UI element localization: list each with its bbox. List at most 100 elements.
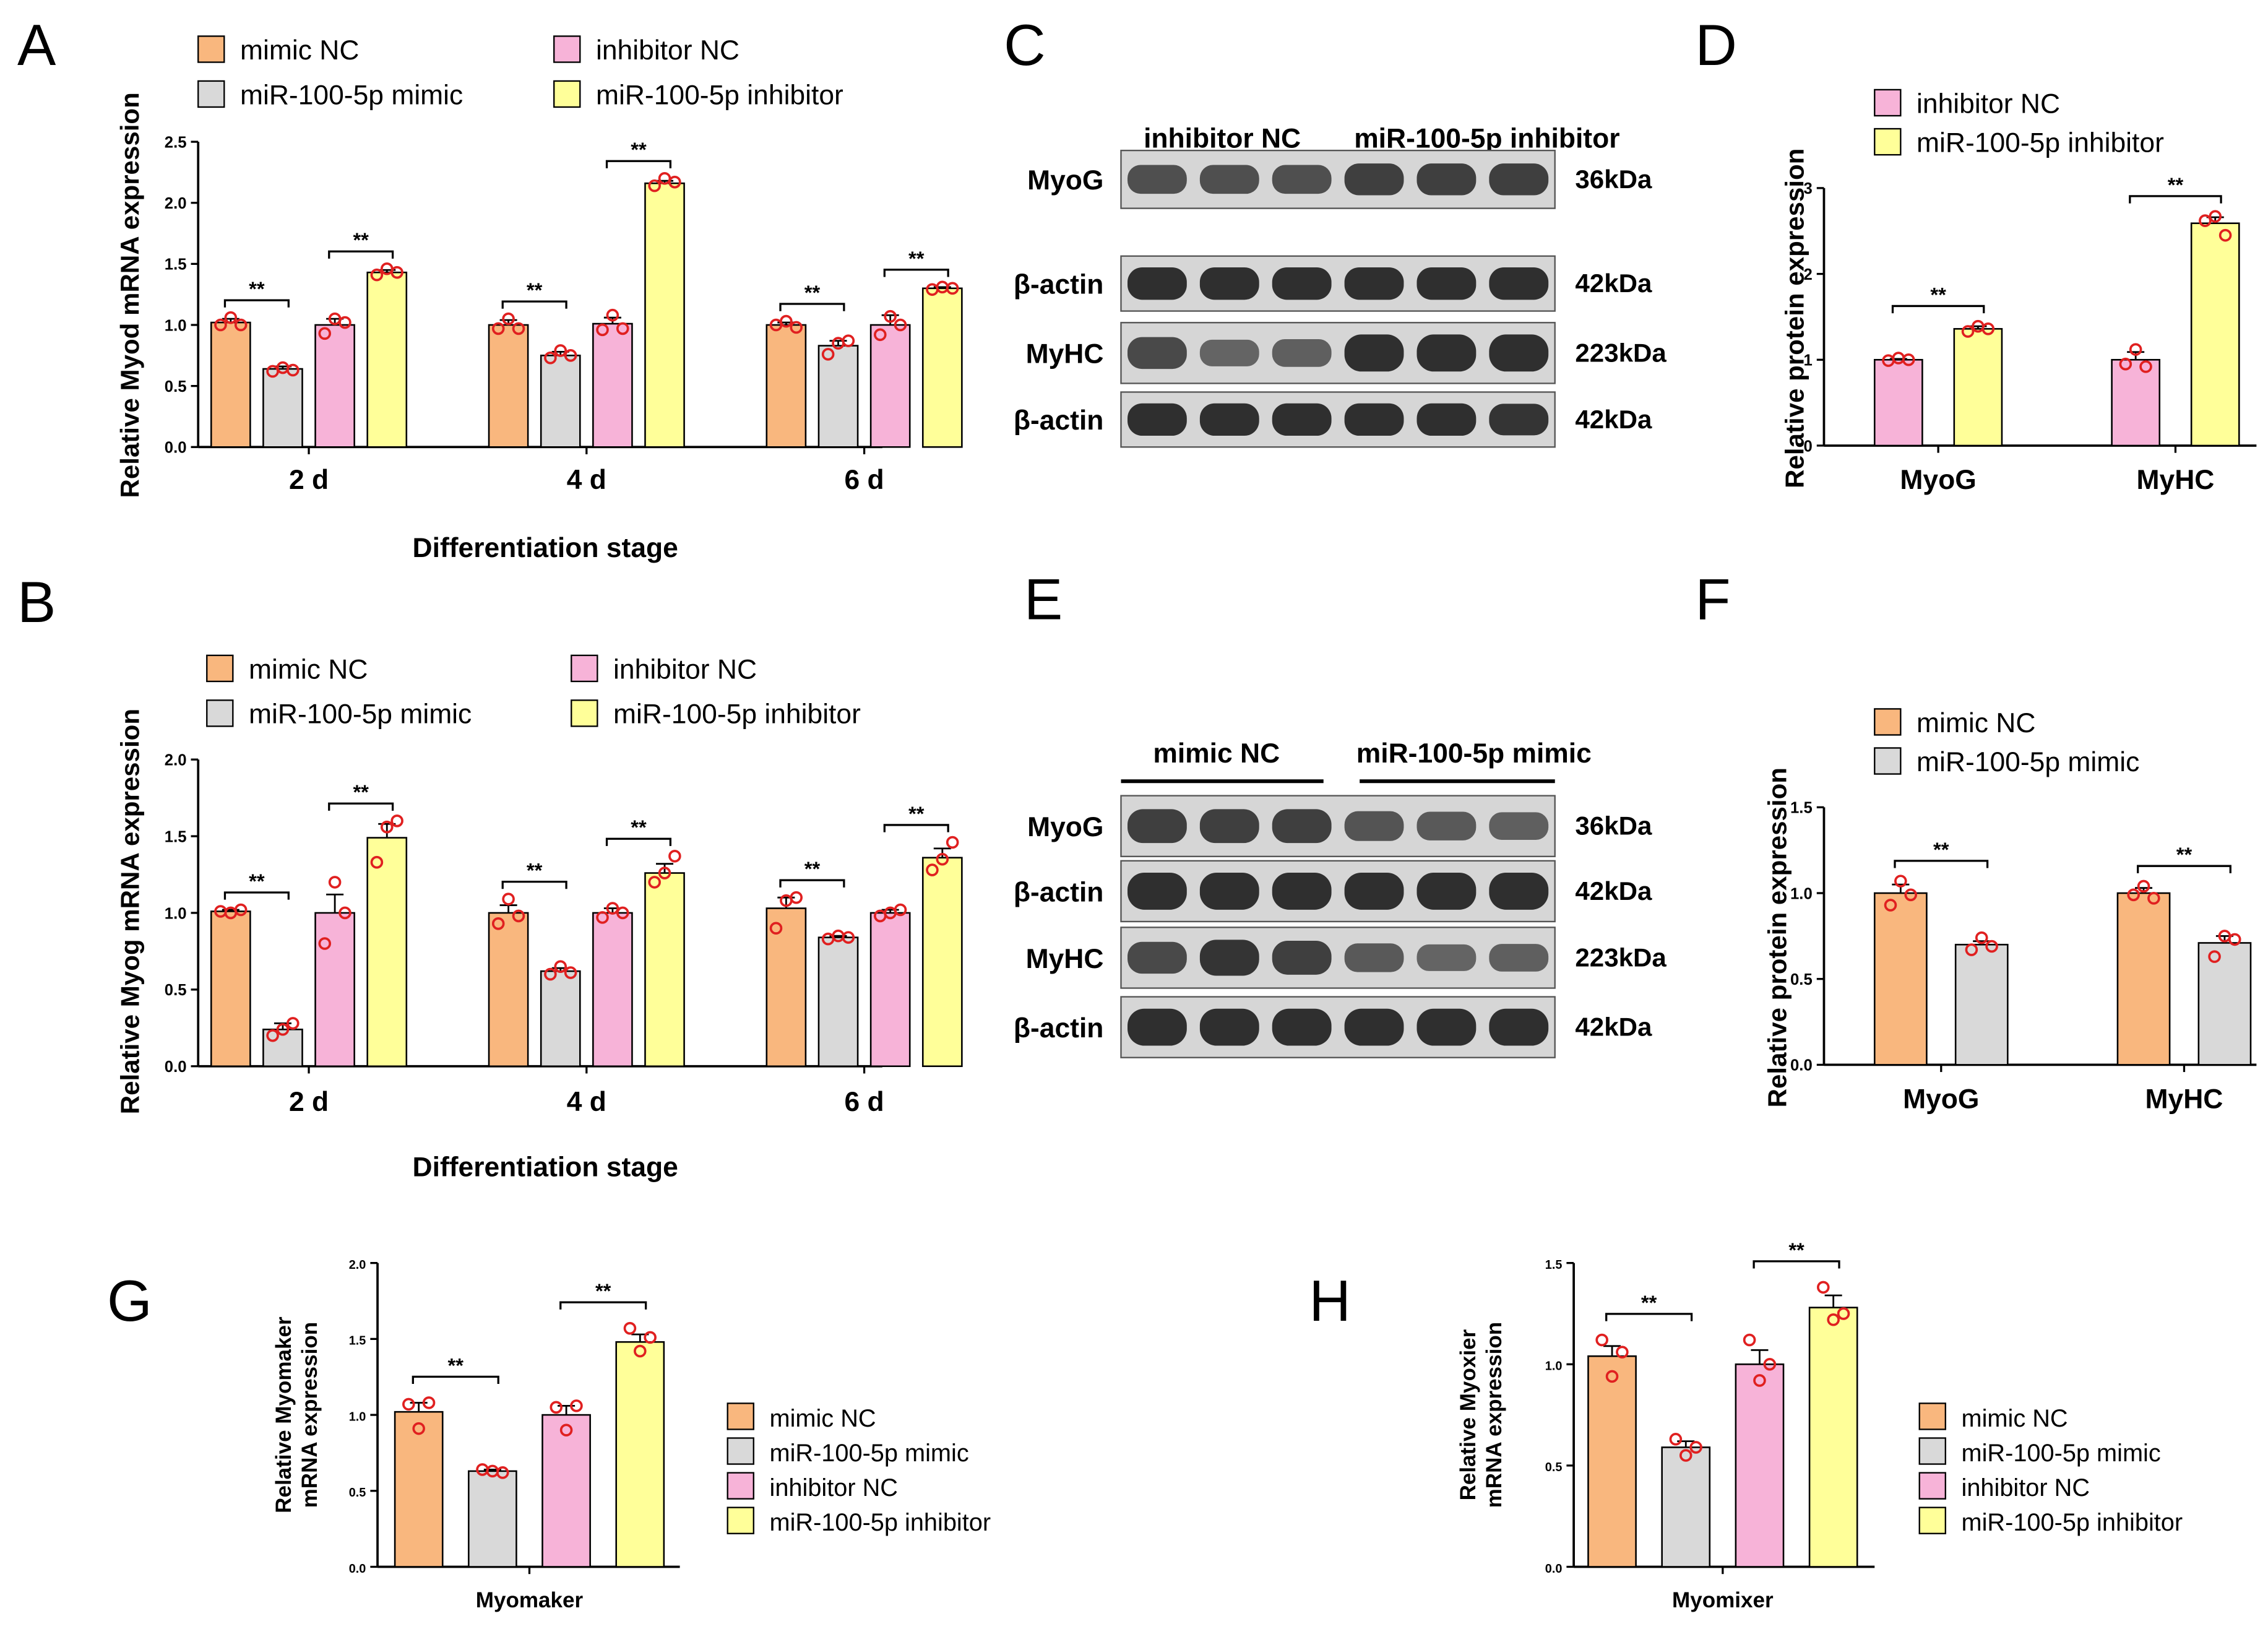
data-point-a	[491, 322, 505, 335]
legend-swatch-b-inhibitor-nc	[571, 654, 598, 683]
data-point-a	[287, 363, 300, 377]
bar-a-inhibitor-nc-0	[314, 324, 355, 448]
blot-band-e	[1272, 872, 1332, 910]
data-point-h	[1837, 1307, 1850, 1320]
blot-kda-label-c-1: 42kDa	[1575, 269, 1652, 298]
blot-band-c	[1489, 404, 1549, 436]
legend-swatch-h-mir-100-5p-mimic	[1918, 1437, 1946, 1465]
legend-label-f-mir-100-5p-mimic: miR-100-5p mimic	[1917, 747, 2139, 777]
x-axis-title-b: Differentiation stage	[413, 1152, 678, 1182]
data-point-a	[554, 344, 567, 357]
data-point-a	[596, 323, 609, 337]
y-tick-label-g: 2.0	[349, 1258, 366, 1272]
blot-row-label-e-actin: β-actin	[1014, 1013, 1104, 1044]
data-point-a	[668, 175, 681, 189]
significance-bracket-h	[1605, 1313, 1693, 1321]
data-point-a	[224, 311, 238, 324]
bar-a-mimic-nc-1	[488, 324, 529, 448]
data-point-b	[616, 906, 629, 920]
blot-band-c	[1272, 403, 1332, 436]
significance-mark-h: **	[1641, 1291, 1657, 1314]
legend-swatch-g-mir-100-5p-mimic	[727, 1437, 754, 1465]
data-point-b	[338, 906, 351, 920]
western-blot-c: inhibitor NC miR-100-5p inhibitor MyoG 36kD…	[1014, 123, 1667, 448]
significance-bracket-g	[559, 1301, 647, 1310]
blot-strip-c-actin-3	[1120, 391, 1556, 448]
data-point-g	[412, 1422, 425, 1435]
data-point-g	[550, 1401, 563, 1414]
y-tick-label-a: 2.0	[165, 195, 187, 212]
blot-band-e	[1128, 809, 1187, 844]
bar-d-inhibitor-nc-1	[2111, 358, 2161, 447]
data-point-b	[370, 855, 384, 869]
data-point-a	[234, 318, 248, 332]
blot-band-e	[1416, 944, 1477, 971]
significance-bracket-f	[1894, 860, 1989, 868]
legend-label-d-inhibitor-nc: inhibitor NC	[1917, 89, 2060, 119]
significance-mark-d: **	[2168, 173, 2184, 196]
panel-label-g: G	[106, 1270, 152, 1334]
panel-label-c: C	[1004, 14, 1046, 79]
blot-kda-label-c-0: 36kDa	[1575, 165, 1652, 194]
legend-label-f-mimic-nc: mimic NC	[1917, 708, 2035, 738]
blot-band-c	[1489, 267, 1549, 300]
y-tick-label-d: 1	[1803, 352, 1812, 369]
significance-mark-b: **	[631, 816, 647, 839]
significance-mark-g: **	[595, 1279, 611, 1302]
y-tick-label-h: 1.5	[1545, 1258, 1563, 1272]
bar-b-mimic-nc-1	[488, 912, 529, 1068]
chart-f: 0.0 0.5 1.0 1.5 ** ** MyoG MyHC Relative protein…	[1763, 708, 2257, 1115]
blot-band-e	[1344, 811, 1404, 841]
bar-b-inhibitor-nc-0	[314, 912, 355, 1068]
category-label-h: Myomixer	[1672, 1588, 1774, 1612]
data-point-g	[422, 1396, 436, 1409]
blot-band-c	[1199, 267, 1259, 300]
significance-mark-a: **	[249, 277, 265, 300]
y-tick-label-b: 0.0	[165, 1058, 187, 1076]
bar-b-mimic-nc-0	[210, 910, 251, 1068]
data-point-a	[616, 322, 629, 335]
blot-band-e	[1199, 872, 1259, 910]
data-point-a	[318, 327, 332, 340]
data-point-b	[564, 966, 577, 979]
blot-band-c	[1272, 339, 1332, 367]
significance-mark-f: **	[2176, 843, 2193, 866]
data-point-b	[544, 967, 557, 981]
data-point-b	[606, 902, 619, 915]
significance-bracket-d	[2129, 195, 2222, 204]
data-point-a	[338, 316, 351, 329]
y-tick-label-g: 1.5	[349, 1334, 366, 1348]
blot-band-c	[1344, 163, 1404, 196]
blot-band-c	[1344, 334, 1404, 372]
data-point-d	[2218, 228, 2232, 242]
significance-mark-b: **	[804, 857, 821, 880]
data-point-b	[926, 863, 939, 876]
category-label-g: Myomaker	[476, 1588, 584, 1612]
significance-mark-d: **	[1930, 283, 1946, 306]
significance-bracket-b	[883, 824, 949, 832]
data-point-a	[564, 349, 577, 362]
panel-label-f: F	[1695, 568, 1731, 633]
blot-strip-c-myog-0	[1120, 149, 1556, 209]
data-point-b	[648, 876, 661, 889]
y-tick-label-d: 2	[1803, 266, 1812, 283]
data-point-h	[1817, 1281, 1830, 1294]
blot-band-e	[1344, 943, 1404, 972]
data-point-b	[769, 922, 783, 935]
category-label-f: MyoG	[1903, 1084, 1979, 1115]
panel-label-a: A	[17, 14, 56, 79]
data-point-a	[874, 328, 887, 342]
significance-mark-f: **	[1933, 838, 1949, 861]
blot-strip-c-myhc-2	[1120, 322, 1556, 384]
data-point-f	[1884, 899, 1897, 912]
blot-band-c	[1272, 267, 1332, 300]
data-point-b	[596, 911, 609, 924]
blot-band-c	[1344, 267, 1404, 300]
significance-bracket-a	[605, 160, 672, 168]
blot-band-e	[1272, 941, 1332, 975]
data-point-a	[512, 322, 525, 335]
y-tick-label-g: 0.0	[349, 1562, 366, 1576]
blot-row-label-e-actin: β-actin	[1014, 877, 1104, 907]
data-point-b	[287, 1017, 300, 1030]
